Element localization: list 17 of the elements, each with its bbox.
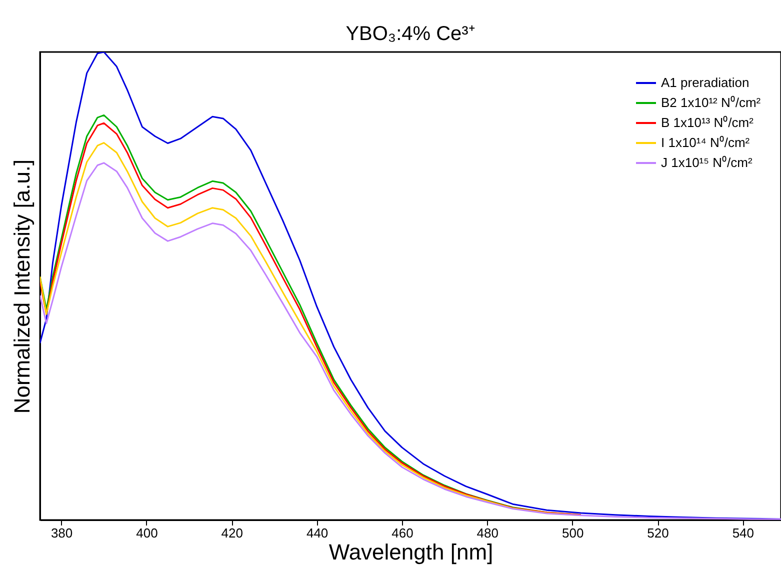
x-tick-label: 480 bbox=[476, 526, 499, 540]
legend-label: B 1x10¹³ N⁰/cm² bbox=[661, 115, 754, 130]
legend-label: B2 1x10¹² N⁰/cm² bbox=[661, 95, 762, 110]
chart-title: YBO₃:4% Ce³⁺ bbox=[346, 23, 476, 45]
legend-label: A1 preradiation bbox=[661, 75, 750, 90]
legend-label: J 1x10¹⁵ N⁰/cm² bbox=[661, 155, 753, 170]
x-tick-label: 400 bbox=[136, 526, 158, 540]
x-tick-label: 500 bbox=[562, 526, 584, 540]
x-tick-label: 420 bbox=[221, 526, 243, 540]
y-axis-title: Normalized Intensity [a.u.] bbox=[10, 159, 34, 414]
x-tick-label: 540 bbox=[732, 526, 754, 540]
x-tick-label: 520 bbox=[647, 526, 669, 540]
x-tick-label: 440 bbox=[306, 526, 328, 540]
legend-label: I 1x10¹⁴ N⁰/cm² bbox=[661, 135, 750, 150]
x-tick-label: 460 bbox=[392, 526, 414, 540]
x-tick-label: 380 bbox=[50, 526, 73, 540]
x-axis-title: Wavelength [nm] bbox=[328, 540, 494, 564]
